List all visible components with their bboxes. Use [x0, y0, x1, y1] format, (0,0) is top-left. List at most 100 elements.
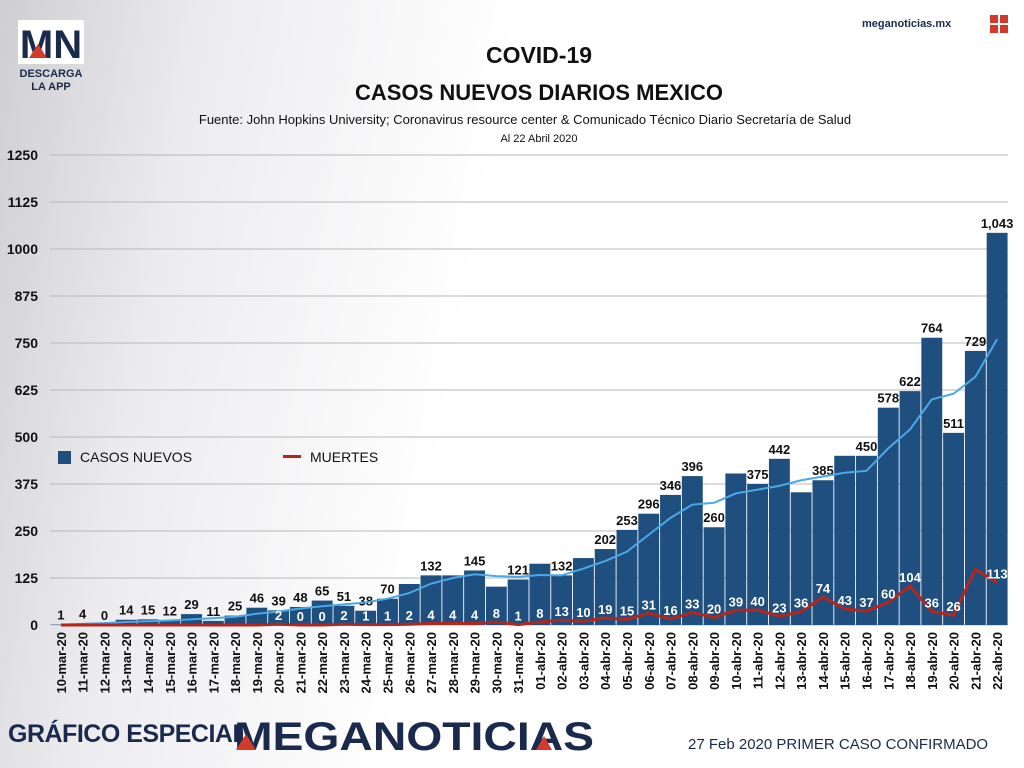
bar-value-label: 296	[638, 497, 660, 512]
legend-deaths: MUERTES	[283, 449, 378, 465]
bar-value-label: 396	[681, 459, 703, 474]
x-tick-label: 18-abr-20	[903, 632, 918, 690]
meganoticias-logo[interactable]: MN	[16, 16, 86, 68]
deaths-value-label: 39	[729, 594, 743, 609]
bar	[834, 455, 856, 625]
bar-value-label: 14	[119, 603, 134, 618]
footer-first-case-note: 27 Feb 2020 PRIMER CASO CONFIRMADO	[688, 736, 989, 753]
deaths-value-label: 43	[837, 593, 851, 608]
bar	[703, 527, 725, 625]
legend-deaths-label: MUERTES	[310, 449, 379, 465]
x-tick-label: 16-mar-20	[185, 632, 200, 693]
x-tick-label: 03-abr-20	[576, 632, 591, 690]
bar-value-label: 15	[141, 602, 155, 617]
y-tick-label: 500	[15, 429, 39, 445]
x-tick-label: 21-abr-20	[968, 632, 983, 690]
bar	[812, 480, 834, 625]
x-tick-label: 29-mar-20	[468, 632, 483, 693]
x-tick-label: 24-mar-20	[359, 632, 374, 693]
x-tick-label: 26-mar-20	[402, 632, 417, 693]
y-tick-label: 250	[15, 523, 39, 539]
bar-value-label: 511	[943, 416, 964, 431]
deaths-value-label: 33	[685, 597, 699, 612]
bar-value-label: 132	[420, 558, 442, 573]
y-tick-label: 750	[15, 335, 39, 351]
bar	[747, 484, 769, 625]
x-tick-label: 07-abr-20	[664, 632, 679, 690]
bar-value-label: 260	[703, 510, 725, 525]
bar	[877, 407, 899, 625]
bar	[856, 455, 877, 625]
site-url[interactable]: meganoticias.mx	[862, 18, 952, 30]
x-tick-label: 04-abr-20	[598, 632, 613, 690]
x-tick-label: 31-mar-20	[511, 632, 526, 693]
x-tick-label: 13-abr-20	[794, 632, 809, 690]
x-tick-label: 01-abr-20	[533, 632, 548, 690]
x-tick-label: 22-abr-20	[990, 632, 1005, 690]
bar-value-label: 0	[101, 608, 108, 623]
deaths-value-label: 113	[987, 567, 1008, 582]
bar-value-label: 1	[57, 608, 64, 623]
deaths-value-label: 19	[598, 602, 612, 617]
x-tick-label: 05-abr-20	[620, 632, 635, 690]
bar	[660, 494, 681, 625]
bar	[202, 620, 224, 625]
bar-value-label: 4	[79, 606, 87, 621]
x-tick-label: 11-mar-20	[76, 632, 91, 693]
bar	[289, 606, 311, 625]
deaths-value-label: 37	[859, 595, 873, 610]
bar	[464, 570, 486, 625]
bar	[333, 605, 355, 625]
download-app-label[interactable]: DESCARGA LA APP	[19, 68, 83, 93]
bar-value-label: 38	[358, 594, 372, 609]
bar	[507, 579, 529, 625]
deaths-value-label: 31	[642, 597, 656, 612]
x-tick-label: 16-abr-20	[859, 632, 874, 690]
deaths-value-label: 1	[384, 609, 391, 624]
x-tick-label: 17-mar-20	[206, 632, 221, 693]
bar-value-label: 578	[877, 391, 899, 406]
bar	[986, 232, 1008, 625]
deaths-value-label: 16	[663, 603, 677, 618]
x-tick-label: 13-mar-20	[119, 632, 134, 693]
x-tick-label: 15-abr-20	[838, 632, 853, 690]
svg-text:MN: MN	[20, 23, 82, 67]
bar-value-label: 346	[660, 478, 682, 493]
bar-value-label: 450	[856, 439, 878, 454]
y-tick-label: 0	[30, 617, 38, 633]
trend-line	[60, 338, 998, 626]
y-tick-label: 1125	[8, 194, 39, 210]
chart-subtitle: CASOS NUEVOS DIARIOS MEXICO	[355, 80, 723, 105]
bar-value-label: 442	[769, 442, 791, 457]
bar-value-label: 25	[228, 599, 242, 614]
deaths-value-label: 4	[471, 607, 479, 622]
y-tick-label: 1000	[7, 241, 38, 257]
bar	[768, 458, 790, 625]
x-tick-label: 30-mar-20	[489, 632, 504, 693]
x-tick-label: 08-abr-20	[685, 632, 700, 690]
x-tick-label: 12-mar-20	[97, 632, 112, 693]
bar-value-label: 46	[250, 591, 264, 606]
brand-mark-icon	[990, 15, 1008, 33]
deaths-value-label: 0	[319, 609, 326, 624]
x-tick-label: 15-mar-20	[163, 632, 178, 693]
bar-value-label: 121	[507, 563, 529, 578]
deaths-value-label: 2	[340, 608, 347, 623]
deaths-value-label: 20	[707, 601, 721, 616]
x-tick-label: 17-abr-20	[881, 632, 896, 690]
legend-deaths-swatch	[283, 455, 301, 458]
bar-value-label: 253	[616, 513, 638, 528]
x-tick-label: 20-mar-20	[272, 632, 287, 693]
x-tick-label: 25-mar-20	[380, 632, 395, 693]
bar-value-label: 70	[380, 582, 394, 597]
x-tick-label: 27-mar-20	[424, 632, 439, 693]
deaths-value-label: 60	[881, 586, 895, 601]
bar-value-label: 1,043	[981, 216, 1014, 231]
bar-value-label: 48	[293, 590, 307, 605]
bar-value-label: 764	[921, 321, 943, 336]
x-tick-label: 20-abr-20	[947, 632, 962, 690]
chart-date: Al 22 Abril 2020	[500, 133, 578, 145]
bar-value-label: 202	[594, 532, 616, 547]
y-tick-label: 1250	[7, 147, 38, 163]
deaths-line	[60, 567, 998, 627]
